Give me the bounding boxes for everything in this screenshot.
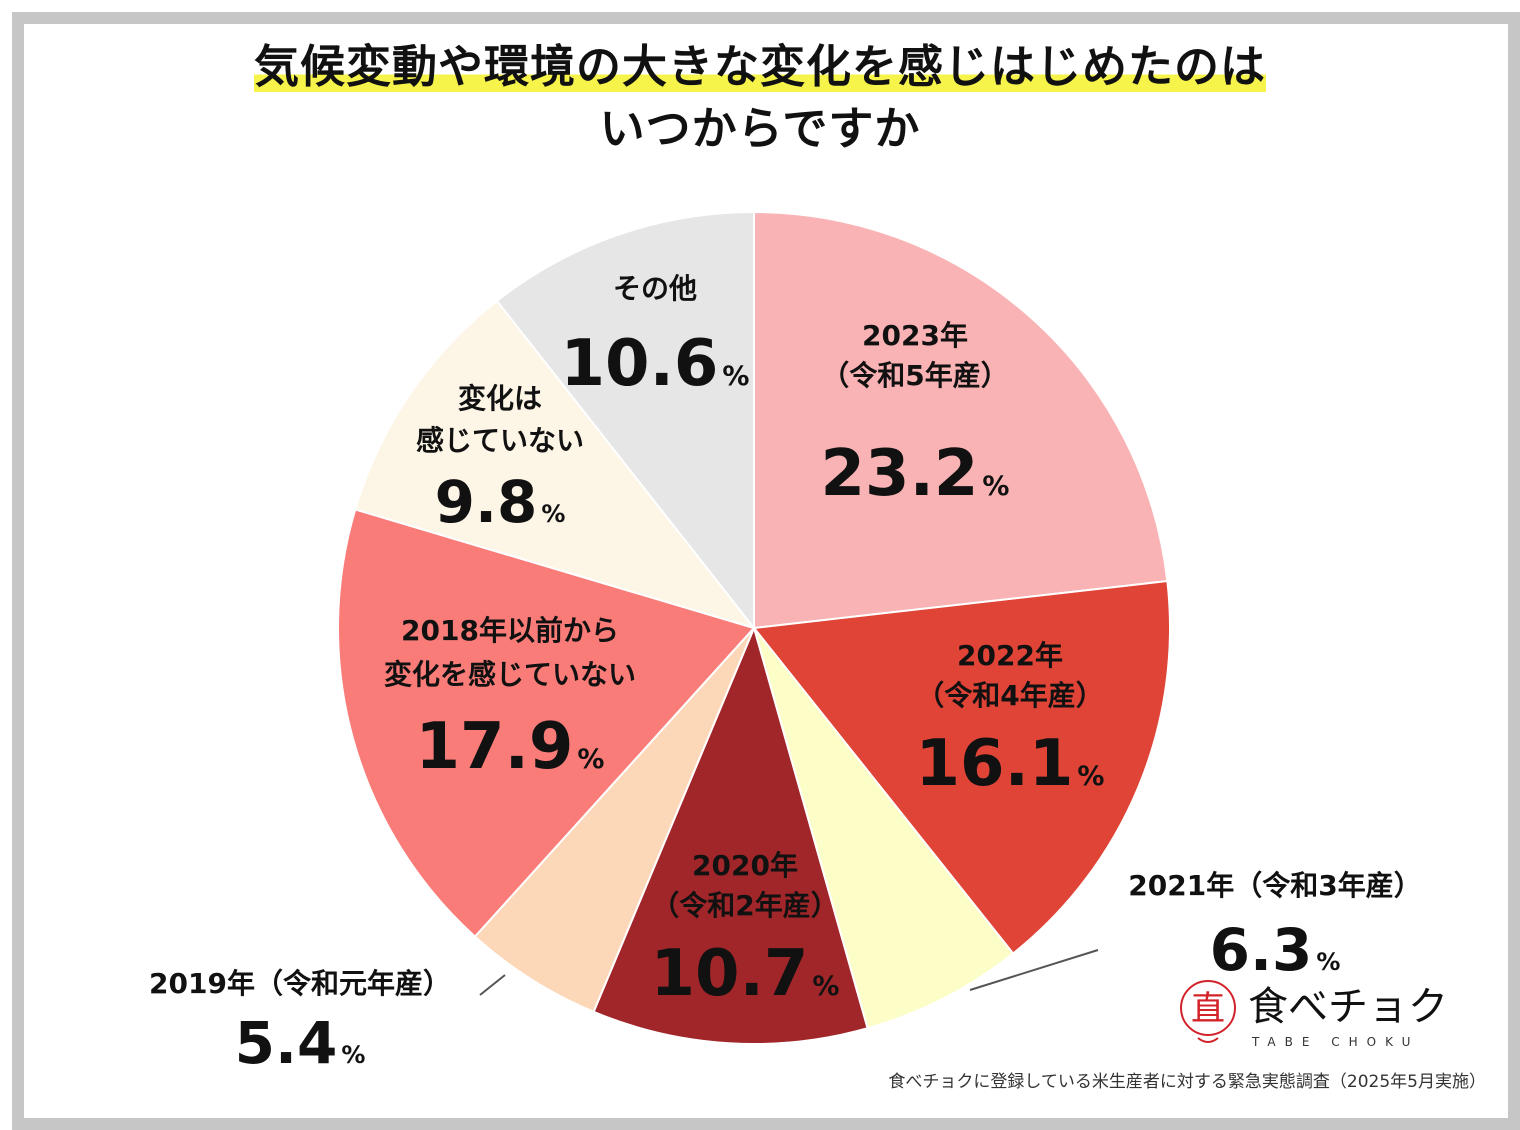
pie-slice (592, 624, 869, 1045)
title-line-1: 気候変動や環境の大きな変化を感じはじめたのは (253, 36, 1266, 98)
source-note: 食べチョクに登録している米生産者に対する緊急実態調査（2025年5月実施） (888, 1072, 1486, 1092)
leader-line (479, 974, 506, 996)
slice-label: 2021年（令和3年産） (1128, 869, 1421, 902)
slice-label: 2023年 (862, 319, 968, 352)
slice-label: 2018年以前から (401, 614, 619, 647)
slice-label: （令和2年産） (651, 889, 838, 922)
slice-value: 10.7% (651, 937, 840, 1011)
logo-text: 食べチョク (1248, 984, 1448, 1030)
pie-slice (354, 299, 757, 630)
logo-subtext: TABE CHOKU (1251, 1035, 1419, 1049)
slice-label: 2019年（令和元年産） (149, 967, 451, 1000)
slice-label: 2022年 (957, 639, 1063, 672)
slice-label: （令和5年産） (821, 359, 1008, 392)
pie-slice (495, 210, 755, 631)
slice-label: 変化を感じていない (384, 658, 636, 691)
slice-value: 23.2% (821, 437, 1010, 511)
slice-value: 10.6% (561, 327, 750, 401)
slice-label: 2020年 (692, 849, 798, 882)
logo-circle-icon (1180, 980, 1236, 1036)
pie-slice (337, 508, 756, 938)
pie-slice (752, 579, 1171, 955)
logo-mark-icon: 直 (1191, 989, 1225, 1029)
chart-title: 気候変動や環境の大きな変化を感じはじめたのは いつからですか (0, 36, 1520, 160)
slice-value: 9.8% (435, 468, 566, 536)
pie-slice (753, 627, 1015, 1030)
slice-value: 5.4% (235, 1009, 366, 1077)
title-line-2: いつからですか (599, 102, 921, 155)
slice-value: 16.1% (916, 727, 1105, 801)
tabechoku-logo: 直 食べチョク TABE CHOKU (1170, 972, 1460, 1052)
pie-slice (753, 210, 1169, 630)
slice-value: 17.9% (416, 710, 605, 784)
slice-label: その他 (613, 272, 697, 305)
slice-label: 変化は (458, 382, 542, 415)
leader-line (969, 949, 1099, 991)
slice-label: （令和4年産） (916, 679, 1103, 712)
slice-label: 感じていない (416, 424, 584, 457)
pie-slice (473, 627, 755, 1014)
slice-value: 6.3% (1210, 916, 1341, 984)
